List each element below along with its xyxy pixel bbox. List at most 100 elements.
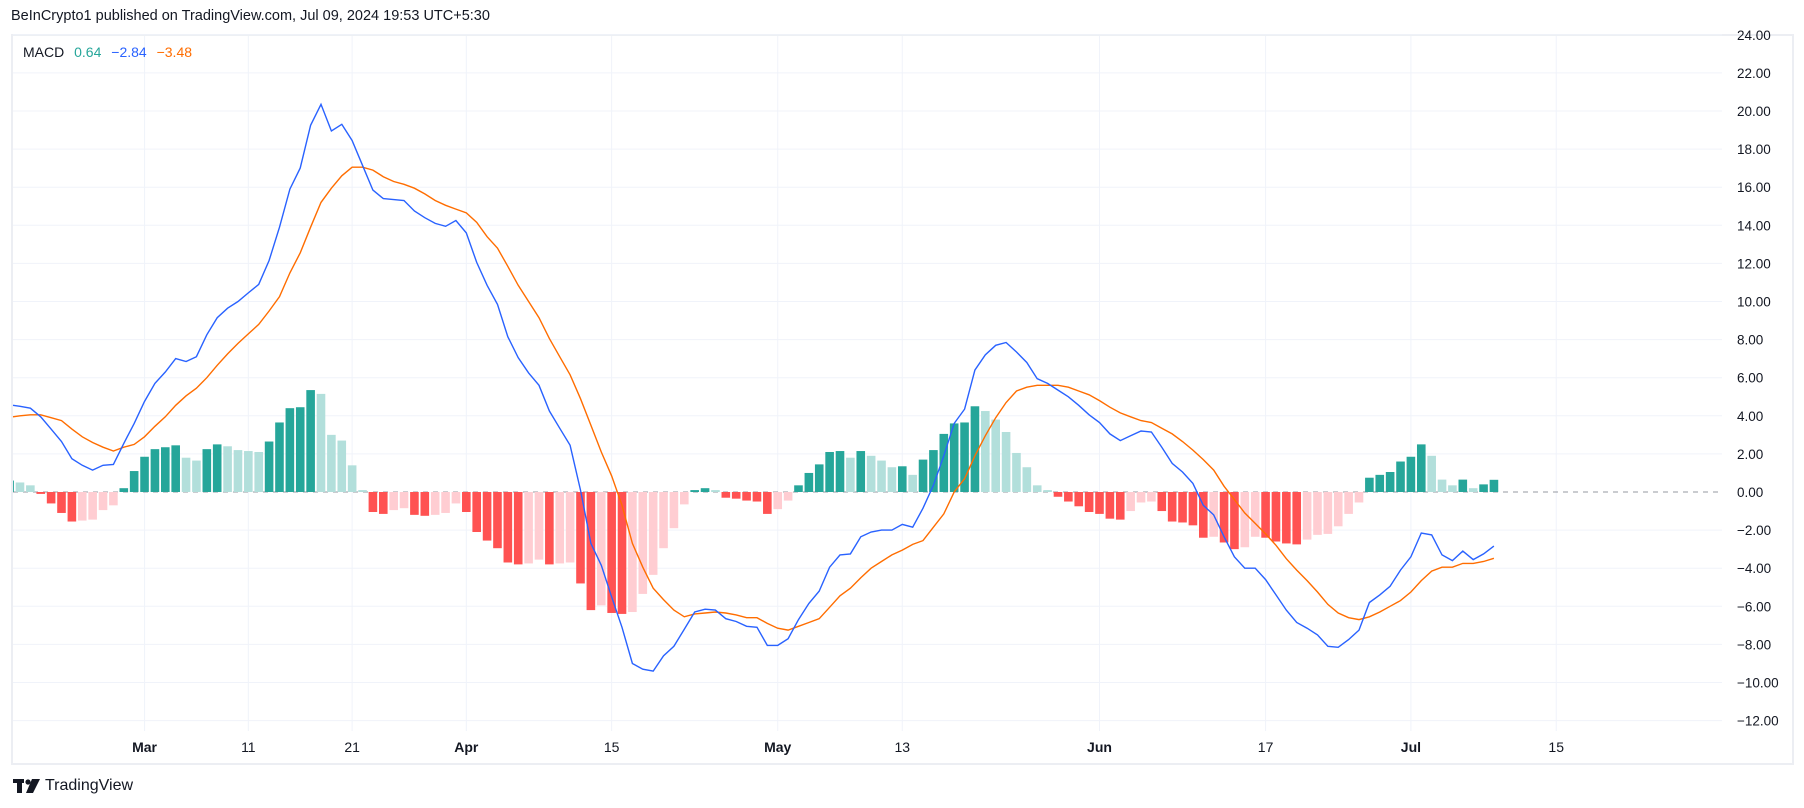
histogram-bar	[1230, 492, 1239, 550]
grid	[13, 34, 1722, 731]
publication-attribution: BeInCrypto1 published on TradingView.com…	[11, 8, 490, 24]
histogram-bar	[109, 492, 118, 506]
histogram-bar	[960, 422, 969, 492]
histogram-bar	[192, 460, 201, 492]
legend-signal-value: −3.48	[156, 44, 193, 60]
y-tick-label: −6.00	[1737, 599, 1771, 614]
histogram-bar	[669, 492, 679, 529]
histogram-bar	[181, 457, 191, 492]
histogram-bar	[275, 422, 284, 492]
histogram-bar	[1157, 492, 1167, 512]
histogram-bar	[991, 419, 1000, 492]
histogram-bar	[285, 408, 295, 492]
histogram-bar	[212, 444, 222, 492]
x-tick-label: Jul	[1401, 739, 1421, 755]
histogram-bar	[1136, 492, 1146, 503]
histogram-bar	[524, 492, 533, 564]
histogram-bar	[244, 451, 253, 492]
histogram-bar	[804, 472, 814, 492]
histogram-series	[13, 390, 1499, 614]
y-tick-label: 6.00	[1737, 371, 1763, 386]
histogram-bar	[628, 492, 637, 613]
histogram-bar	[1074, 492, 1084, 507]
histogram-bar	[46, 492, 56, 504]
histogram-bar	[1178, 492, 1187, 523]
histogram-bar	[1385, 471, 1395, 492]
histogram-bar	[1032, 485, 1042, 492]
histogram-bar	[410, 492, 419, 515]
histogram-bar	[846, 457, 855, 492]
histogram-bar	[1250, 492, 1260, 537]
histogram-bar	[731, 492, 741, 499]
histogram-bar	[534, 492, 544, 560]
histogram-bar	[1479, 484, 1488, 492]
histogram-bar	[462, 492, 471, 513]
histogram-bar	[659, 492, 668, 549]
y-tick-label: 22.00	[1737, 66, 1771, 81]
tradingview-brand[interactable]: TradingView	[13, 777, 133, 795]
histogram-bar	[15, 482, 25, 492]
histogram-bar	[877, 460, 886, 492]
histogram-bar	[545, 492, 554, 565]
brand-name: TradingView	[45, 777, 134, 794]
histogram-bar	[254, 451, 264, 492]
histogram-bar	[607, 492, 616, 613]
histogram-bar	[119, 488, 129, 492]
y-tick-label: 0.00	[1737, 485, 1763, 500]
histogram-bar	[1365, 477, 1374, 492]
y-tick-label: −12.00	[1737, 714, 1779, 729]
histogram-bar	[1437, 479, 1447, 492]
histogram-bar	[1012, 452, 1021, 492]
histogram-bar	[472, 492, 481, 533]
histogram-bar	[1271, 492, 1281, 542]
x-tick-label: Jun	[1087, 739, 1112, 755]
histogram-bar	[150, 449, 160, 492]
histogram-bar	[1489, 479, 1499, 492]
x-axis[interactable]: Mar 11 21 Apr 15 May 13 Jun 17 Jul 15	[132, 739, 1564, 755]
histogram-bar	[1115, 492, 1125, 520]
y-tick-label: 12.00	[1737, 256, 1771, 271]
y-axis[interactable]: 24.00 22.00 20.00 18.00 16.00 14.00 12.00 10.00…	[1737, 28, 1779, 729]
histogram-bar	[742, 492, 751, 501]
histogram-bar	[13, 480, 14, 492]
y-tick-label: −2.00	[1737, 523, 1771, 538]
histogram-bar	[1261, 492, 1270, 538]
histogram-bar	[1147, 492, 1156, 502]
histogram-bar	[389, 492, 398, 511]
macd-line	[12, 102, 1495, 672]
y-tick-label: 10.00	[1737, 295, 1771, 310]
histogram-bar	[1001, 431, 1011, 492]
y-tick-label: 4.00	[1737, 409, 1763, 424]
histogram-bar	[773, 492, 783, 510]
histogram-bar	[897, 466, 907, 492]
histogram-bar	[939, 433, 949, 492]
y-tick-label: 16.00	[1737, 180, 1771, 195]
histogram-bar	[648, 492, 658, 575]
histogram-bar	[441, 492, 450, 513]
y-tick-label: 2.00	[1737, 447, 1763, 462]
histogram-bar	[233, 450, 243, 492]
y-tick-label: −8.00	[1737, 637, 1771, 652]
x-tick-label: 17	[1258, 739, 1274, 755]
histogram-bar	[1292, 492, 1302, 545]
histogram-bar	[1468, 488, 1478, 492]
histogram-bar	[306, 390, 315, 492]
x-tick-label: 21	[344, 739, 360, 755]
histogram-bar	[67, 492, 77, 522]
histogram-bar	[202, 449, 212, 492]
x-tick-label: Apr	[454, 739, 479, 755]
histogram-bar	[451, 492, 461, 504]
histogram-bar	[1053, 492, 1063, 497]
indicator-legend[interactable]: MACD 0.64 −2.84 −3.48	[23, 44, 198, 60]
histogram-bar	[887, 467, 897, 492]
histogram-bar	[596, 492, 606, 606]
x-tick-label: 13	[894, 739, 910, 755]
histogram-bar	[140, 456, 149, 492]
histogram-bar	[638, 492, 648, 594]
x-tick-label: 15	[604, 739, 620, 755]
histogram-bar	[586, 492, 596, 611]
y-tick-label: 20.00	[1737, 104, 1771, 119]
histogram-bar	[295, 407, 305, 492]
histogram-bar	[929, 450, 938, 492]
